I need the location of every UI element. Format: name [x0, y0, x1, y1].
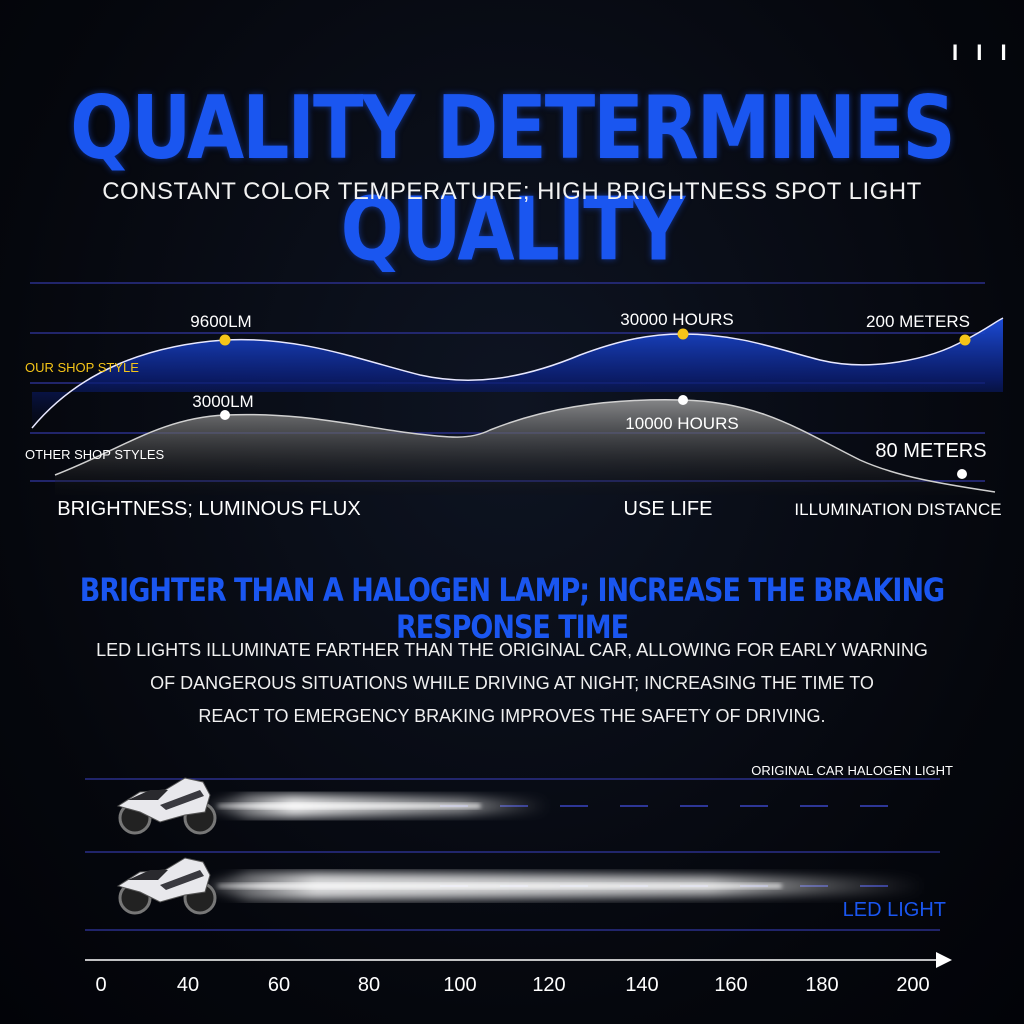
section2-title: BRIGHTER THAN A HALOGEN LAMP; INCREASE T…	[79, 572, 945, 647]
subtitle: CONSTANT COLOR TEMPERATURE; HIGH BRIGHTN…	[102, 178, 922, 205]
motorcycle-stripe	[160, 870, 204, 890]
halogen-beam-core	[218, 803, 481, 809]
motorcycle-seat	[128, 870, 168, 880]
series-label-ours: OUR SHOP STYLE	[25, 360, 139, 375]
x-tick-label: 180	[805, 974, 838, 996]
our-shop-point	[219, 334, 231, 346]
bottom-chart-grid	[85, 778, 940, 931]
our-value-label: 9600LM	[190, 312, 251, 331]
led-beam-core	[218, 883, 782, 889]
our-shop-area	[32, 318, 1003, 428]
halogen-series-label: ORIGINAL CAR HALOGEN LIGHT	[751, 763, 953, 778]
x-axis-ticks: 0 40 60 80 100 120 140 160 180 200	[95, 974, 929, 996]
paragraph-line: LED LIGHTS ILLUMINATE FARTHER THAN THE O…	[96, 640, 928, 660]
led-series-label: LED LIGHT	[843, 899, 946, 921]
main-title: QUALITY DETERMINES QUALITY	[70, 78, 955, 281]
our-shop-point	[959, 334, 971, 346]
other-shop-area	[55, 399, 995, 495]
x-tick-label: 160	[714, 974, 747, 996]
x-tick-label: 120	[532, 974, 565, 996]
paragraph-line: OF DANGEROUS SITUATIONS WHILE DRIVING AT…	[150, 673, 874, 693]
motorcycle-seat	[128, 790, 168, 800]
other-shop-point	[678, 395, 688, 405]
category-label: USE LIFE	[624, 498, 713, 520]
our-shop-point	[677, 328, 689, 340]
our-value-label: 200 METERS	[866, 312, 970, 331]
paragraph-line: REACT TO EMERGENCY BRAKING IMPROVES THE …	[198, 706, 826, 726]
motorcycle-icon	[116, 777, 217, 835]
category-label: ILLUMINATION DISTANCE	[794, 500, 1001, 519]
description-paragraph: LED LIGHTS ILLUMINATE FARTHER THAN THE O…	[0, 634, 1024, 733]
x-tick-label: 60	[268, 974, 290, 996]
x-tick-label: 40	[177, 974, 199, 996]
x-tick-label: 0	[95, 974, 106, 996]
other-value-label: 10000 HOURS	[625, 414, 738, 433]
motorcycle-icon	[116, 857, 217, 915]
x-tick-label: 140	[625, 974, 658, 996]
category-label: BRIGHTNESS; LUMINOUS FLUX	[57, 498, 360, 520]
other-value-label: 3000LM	[192, 392, 253, 411]
motorcycle-stripe	[160, 790, 204, 810]
other-value-label: 80 METERS	[875, 440, 986, 462]
other-shop-point	[220, 410, 230, 420]
page-marker: I I I	[952, 40, 1013, 65]
our-value-label: 30000 HOURS	[620, 310, 733, 329]
x-tick-label: 80	[358, 974, 380, 996]
other-shop-point	[957, 469, 967, 479]
x-tick-label: 100	[443, 974, 476, 996]
x-tick-label: 200	[896, 974, 929, 996]
x-axis-arrow-icon	[936, 952, 952, 968]
series-label-others: OTHER SHOP STYLES	[25, 447, 165, 462]
